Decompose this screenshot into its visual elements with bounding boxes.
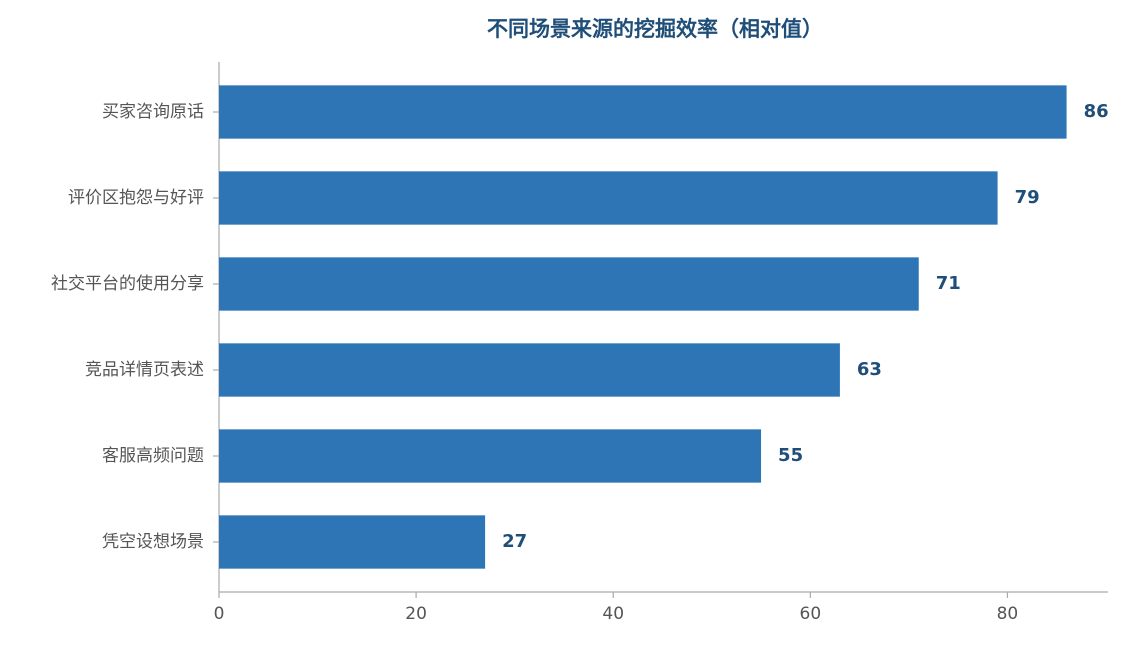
x-tick-label: 0	[214, 604, 225, 624]
x-tick-label: 40	[602, 604, 624, 624]
y-tick-label: 评价区抱怨与好评	[68, 188, 204, 208]
bar	[219, 515, 486, 569]
chart-title: 不同场景来源的挖掘效率（相对值）	[487, 17, 823, 41]
bar	[219, 85, 1067, 139]
bar	[219, 171, 998, 225]
y-tick-label: 买家咨询原话	[102, 102, 204, 122]
value-label: 63	[857, 359, 882, 380]
value-label: 27	[502, 531, 527, 552]
bar	[219, 257, 919, 311]
value-label: 71	[936, 273, 961, 294]
x-tick-label: 60	[800, 604, 822, 624]
x-tick-label: 80	[997, 604, 1019, 624]
y-tick-label: 凭空设想场景	[102, 532, 204, 552]
value-label: 86	[1084, 101, 1109, 122]
y-tick-label: 客服高频问题	[102, 446, 204, 466]
y-tick-label: 社交平台的使用分享	[51, 273, 204, 294]
value-label: 79	[1015, 187, 1040, 208]
x-tick-label: 20	[405, 604, 427, 624]
y-tick-label: 竞品详情页表述	[85, 360, 204, 380]
bar	[219, 343, 840, 397]
value-label: 55	[778, 445, 803, 466]
bar	[219, 429, 762, 483]
